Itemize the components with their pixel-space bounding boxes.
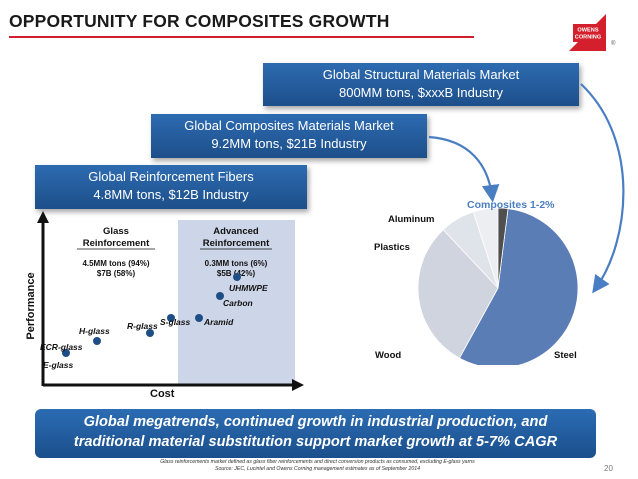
banner-line: Global Reinforcement Fibers xyxy=(88,169,254,184)
glass-heading: Glass xyxy=(103,226,129,237)
glass-stat: $7B (58%) xyxy=(97,269,136,278)
point-label-e-glass: E-glass xyxy=(43,360,74,370)
logo-text: CORNING xyxy=(575,35,601,41)
banner-line: Global Composites Materials Market xyxy=(184,118,394,133)
point-h-glass xyxy=(93,337,101,345)
pie-label-steel: Steel xyxy=(554,350,577,361)
banner-line: 9.2MM tons, $21B Industry xyxy=(211,136,367,151)
banner-line: 4.8MM tons, $12B Industry xyxy=(93,187,249,202)
reinforcement-scatter: Performance Glass Reinforcement 4.5MM to… xyxy=(25,211,304,391)
point-label-r-glass: R-glass xyxy=(127,321,158,331)
point-s-glass xyxy=(167,314,175,322)
glass-heading: Reinforcement xyxy=(83,238,150,249)
y-axis-label: Performance xyxy=(25,272,37,339)
point-label-s-glass: S-glass xyxy=(160,317,191,327)
growth-message-line: traditional material substitution suppor… xyxy=(73,434,558,450)
structural-materials-banner: Global Structural Materials Market 800MM… xyxy=(263,63,579,106)
banner-line: Global Structural Materials Market xyxy=(322,67,520,82)
point-aramid xyxy=(195,314,203,322)
point-carbon xyxy=(216,292,224,300)
banner-line: 800MM tons, $xxxB Industry xyxy=(338,85,503,100)
point-label-h-glass: H-glass xyxy=(79,326,110,336)
advanced-heading: Reinforcement xyxy=(203,238,270,249)
registered-mark: ® xyxy=(611,41,616,47)
title-underline xyxy=(9,36,474,38)
materials-pie: Steel Wood Plastics Aluminum xyxy=(374,207,579,365)
point-uhmwpe xyxy=(233,273,241,281)
advanced-heading: Advanced xyxy=(213,226,259,237)
source-footnote: Glass reinforcements market defined as g… xyxy=(120,459,515,473)
x-axis-label: Cost xyxy=(150,388,175,400)
point-r-glass xyxy=(146,329,154,337)
advanced-region xyxy=(178,220,295,385)
glass-stat: 4.5MM tons (94%) xyxy=(82,259,149,268)
point-label-uhmwpe: UHMWPE xyxy=(229,283,268,293)
point-label-ecr-glass: ECR-glass xyxy=(40,342,83,352)
pie-label-plastics: Plastics xyxy=(374,242,410,253)
arrow-composites-to-callout xyxy=(428,135,500,203)
reinforcement-fibers-banner: Global Reinforcement Fibers 4.8MM tons, … xyxy=(35,165,307,209)
pie-slice-steel xyxy=(458,208,579,365)
composites-callout: Composites 1-2% xyxy=(467,199,555,211)
logo-text: OWENS xyxy=(577,28,598,34)
arrow-structural-to-pie xyxy=(580,83,625,294)
growth-message-banner: Global megatrends, continued growth in i… xyxy=(35,409,596,458)
owens-corning-logo: OWENS CORNING xyxy=(565,10,610,55)
composites-materials-banner: Global Composites Materials Market 9.2MM… xyxy=(151,114,427,158)
footnote-line: Source: JEC, Lucintel and Owens Corning … xyxy=(214,466,421,472)
slide-title: OPPORTUNITY FOR COMPOSITES GROWTH xyxy=(9,11,390,31)
advanced-stat: 0.3MM tons (6%) xyxy=(205,259,268,268)
pie-slice-wood xyxy=(417,229,499,359)
pie-label-aluminum: Aluminum xyxy=(388,214,434,225)
footnote-line: Glass reinforcements market defined as g… xyxy=(160,459,475,465)
pie-slice-composites xyxy=(497,207,509,289)
point-ecr-glass xyxy=(62,349,70,357)
point-label-carbon: Carbon xyxy=(223,298,253,308)
point-label-aramid: Aramid xyxy=(203,317,234,327)
growth-message-line: Global megatrends, continued growth in i… xyxy=(83,414,548,430)
page-number: 20 xyxy=(604,464,613,473)
pie-label-wood: Wood xyxy=(375,350,401,361)
